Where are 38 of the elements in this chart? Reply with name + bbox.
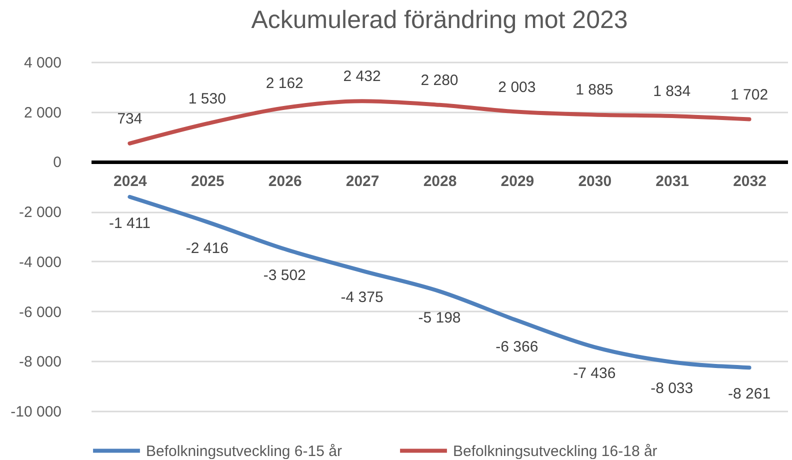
legend-label: Befolkningsutveckling 6-15 år — [146, 442, 342, 460]
x-tick-label: 2032 — [733, 173, 766, 190]
data-label: -5 198 — [418, 309, 461, 326]
x-tick-label: 2031 — [656, 173, 690, 190]
data-label: 2 280 — [420, 72, 458, 89]
y-tick-label: 4 000 — [24, 54, 62, 72]
y-tick-label: 0 — [53, 154, 62, 172]
y-tick-label: -4 000 — [18, 254, 62, 271]
data-label: 2 162 — [266, 74, 304, 92]
data-label: 1 530 — [188, 90, 226, 108]
data-label: 2 003 — [498, 78, 536, 96]
data-label: -6 366 — [496, 338, 538, 356]
x-tick-label: 2025 — [190, 173, 224, 190]
legend-label: Befolkningsutveckling 16-18 år — [453, 442, 658, 460]
y-tick-label: -6 000 — [18, 304, 62, 321]
chart-title: Ackumulerad förändring mot 2023 — [251, 6, 628, 34]
data-label: -8 033 — [650, 380, 694, 397]
y-tick-label: -2 000 — [18, 204, 62, 222]
x-tick-label: 2026 — [268, 173, 302, 190]
data-label: 734 — [117, 110, 142, 128]
y-tick-label: 2 000 — [24, 104, 62, 122]
data-label: 1 702 — [730, 86, 768, 104]
data-label: -7 436 — [573, 365, 616, 382]
data-label: -2 416 — [186, 240, 228, 257]
x-tick-label: 2027 — [346, 173, 380, 190]
y-tick-label: -8 000 — [18, 354, 62, 371]
y-tick-label: -10 000 — [10, 404, 62, 420]
x-tick-label: 2028 — [423, 173, 457, 190]
x-tick-label: 2030 — [578, 173, 612, 190]
x-tick-label: 2024 — [114, 173, 148, 190]
data-label: -8 261 — [728, 386, 771, 403]
data-label: -1 411 — [109, 214, 150, 232]
data-label: 1 834 — [653, 82, 691, 100]
data-label: -3 502 — [263, 267, 306, 284]
x-tick-label: 2029 — [500, 173, 534, 190]
data-label: 1 885 — [576, 82, 614, 99]
data-label: 2 432 — [343, 68, 381, 86]
data-label: -4 375 — [340, 288, 384, 306]
